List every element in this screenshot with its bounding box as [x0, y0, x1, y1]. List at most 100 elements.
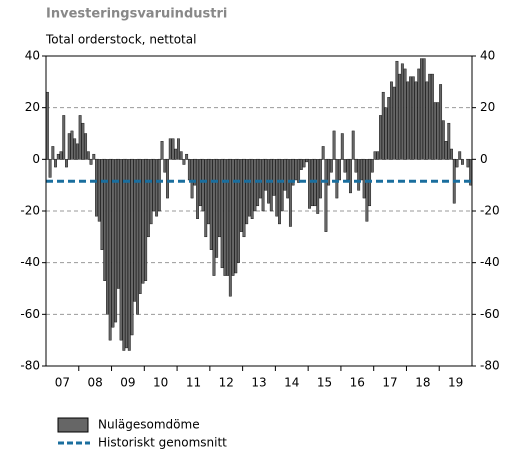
- bar: [390, 81, 393, 160]
- bar: [136, 159, 139, 315]
- bar: [441, 120, 445, 160]
- bar: [376, 151, 380, 160]
- x-tick-label: 15: [317, 376, 332, 390]
- x-tick-label: 08: [88, 376, 103, 390]
- bar: [286, 159, 290, 199]
- bar: [97, 159, 101, 222]
- bar: [425, 81, 429, 160]
- bar: [207, 159, 210, 225]
- bar: [166, 159, 169, 199]
- bar: [357, 159, 361, 191]
- bar: [278, 159, 281, 225]
- x-tick-label: 17: [382, 376, 397, 390]
- bar: [450, 148, 453, 160]
- bar: [365, 159, 369, 222]
- bar: [231, 159, 235, 276]
- x-tick-label: 11: [186, 376, 201, 390]
- bar: [392, 86, 396, 160]
- bar: [291, 159, 295, 186]
- bar: [343, 159, 347, 173]
- bar: [264, 159, 268, 191]
- bar: [234, 159, 238, 274]
- y2-tick-label: -40: [480, 255, 500, 269]
- bar: [116, 159, 120, 289]
- x-tick-label: 16: [350, 376, 365, 390]
- bar: [193, 159, 197, 186]
- y2-tick-label: 0: [480, 152, 488, 166]
- bar: [351, 130, 355, 160]
- bar: [114, 159, 118, 323]
- bar: [179, 151, 183, 160]
- bar: [461, 159, 464, 165]
- bar: [204, 159, 208, 238]
- bar: [417, 68, 421, 160]
- y-tick-label: -80: [20, 359, 40, 373]
- bar: [373, 151, 377, 160]
- y-tick-label: 40: [25, 49, 40, 63]
- bar: [125, 159, 128, 349]
- bar: [362, 159, 366, 199]
- bar: [433, 102, 437, 160]
- bar: [428, 73, 432, 160]
- bar: [422, 58, 426, 160]
- bar: [297, 159, 301, 183]
- bar: [67, 133, 71, 160]
- y-tick-label: -60: [20, 307, 40, 321]
- bar: [242, 159, 246, 238]
- bar: [127, 159, 131, 351]
- bar: [108, 159, 112, 341]
- bar: [444, 141, 448, 160]
- bar: [272, 159, 276, 196]
- bar: [302, 159, 306, 168]
- bar: [51, 146, 55, 160]
- bar: [305, 159, 309, 163]
- bar: [288, 159, 292, 227]
- bar: [138, 159, 142, 294]
- bar: [237, 159, 240, 263]
- bar: [171, 138, 175, 160]
- bar: [455, 159, 459, 168]
- bar: [89, 159, 93, 165]
- bar: [56, 153, 60, 160]
- bar: [133, 159, 137, 302]
- x-tick-label: 13: [251, 376, 266, 390]
- bar: [420, 58, 423, 160]
- bar: [370, 159, 374, 173]
- bar: [190, 159, 194, 199]
- bar: [329, 159, 333, 173]
- bar: [70, 130, 74, 160]
- legend-swatch: [57, 417, 89, 433]
- y2-tick-label: -60: [480, 307, 500, 321]
- bar: [209, 159, 213, 250]
- y-tick-label: -40: [20, 255, 40, 269]
- bar: [45, 91, 49, 160]
- y-tick-label: -20: [20, 204, 40, 218]
- bar: [215, 159, 219, 258]
- x-tick-label: 19: [448, 376, 463, 390]
- bar: [332, 130, 336, 160]
- bar: [387, 97, 391, 160]
- bar: [283, 159, 287, 191]
- bar: [411, 76, 415, 160]
- bar: [436, 102, 440, 160]
- y-tick-label: 20: [25, 100, 40, 114]
- bar: [157, 159, 161, 212]
- bar: [111, 159, 115, 328]
- bar: [466, 159, 470, 168]
- bar: [100, 159, 104, 250]
- bar: [187, 159, 191, 181]
- bar: [130, 159, 134, 336]
- bar: [324, 159, 328, 232]
- x-tick-label: 14: [284, 376, 299, 390]
- bar: [398, 73, 402, 160]
- bar: [81, 122, 85, 160]
- bar: [84, 133, 88, 160]
- bar: [174, 148, 178, 160]
- y2-tick-label: 20: [480, 100, 495, 114]
- bar: [439, 84, 443, 160]
- bar: [261, 159, 265, 212]
- bar: [354, 159, 358, 173]
- x-tick-label: 12: [219, 376, 234, 390]
- bar: [92, 153, 96, 160]
- bar: [226, 159, 230, 276]
